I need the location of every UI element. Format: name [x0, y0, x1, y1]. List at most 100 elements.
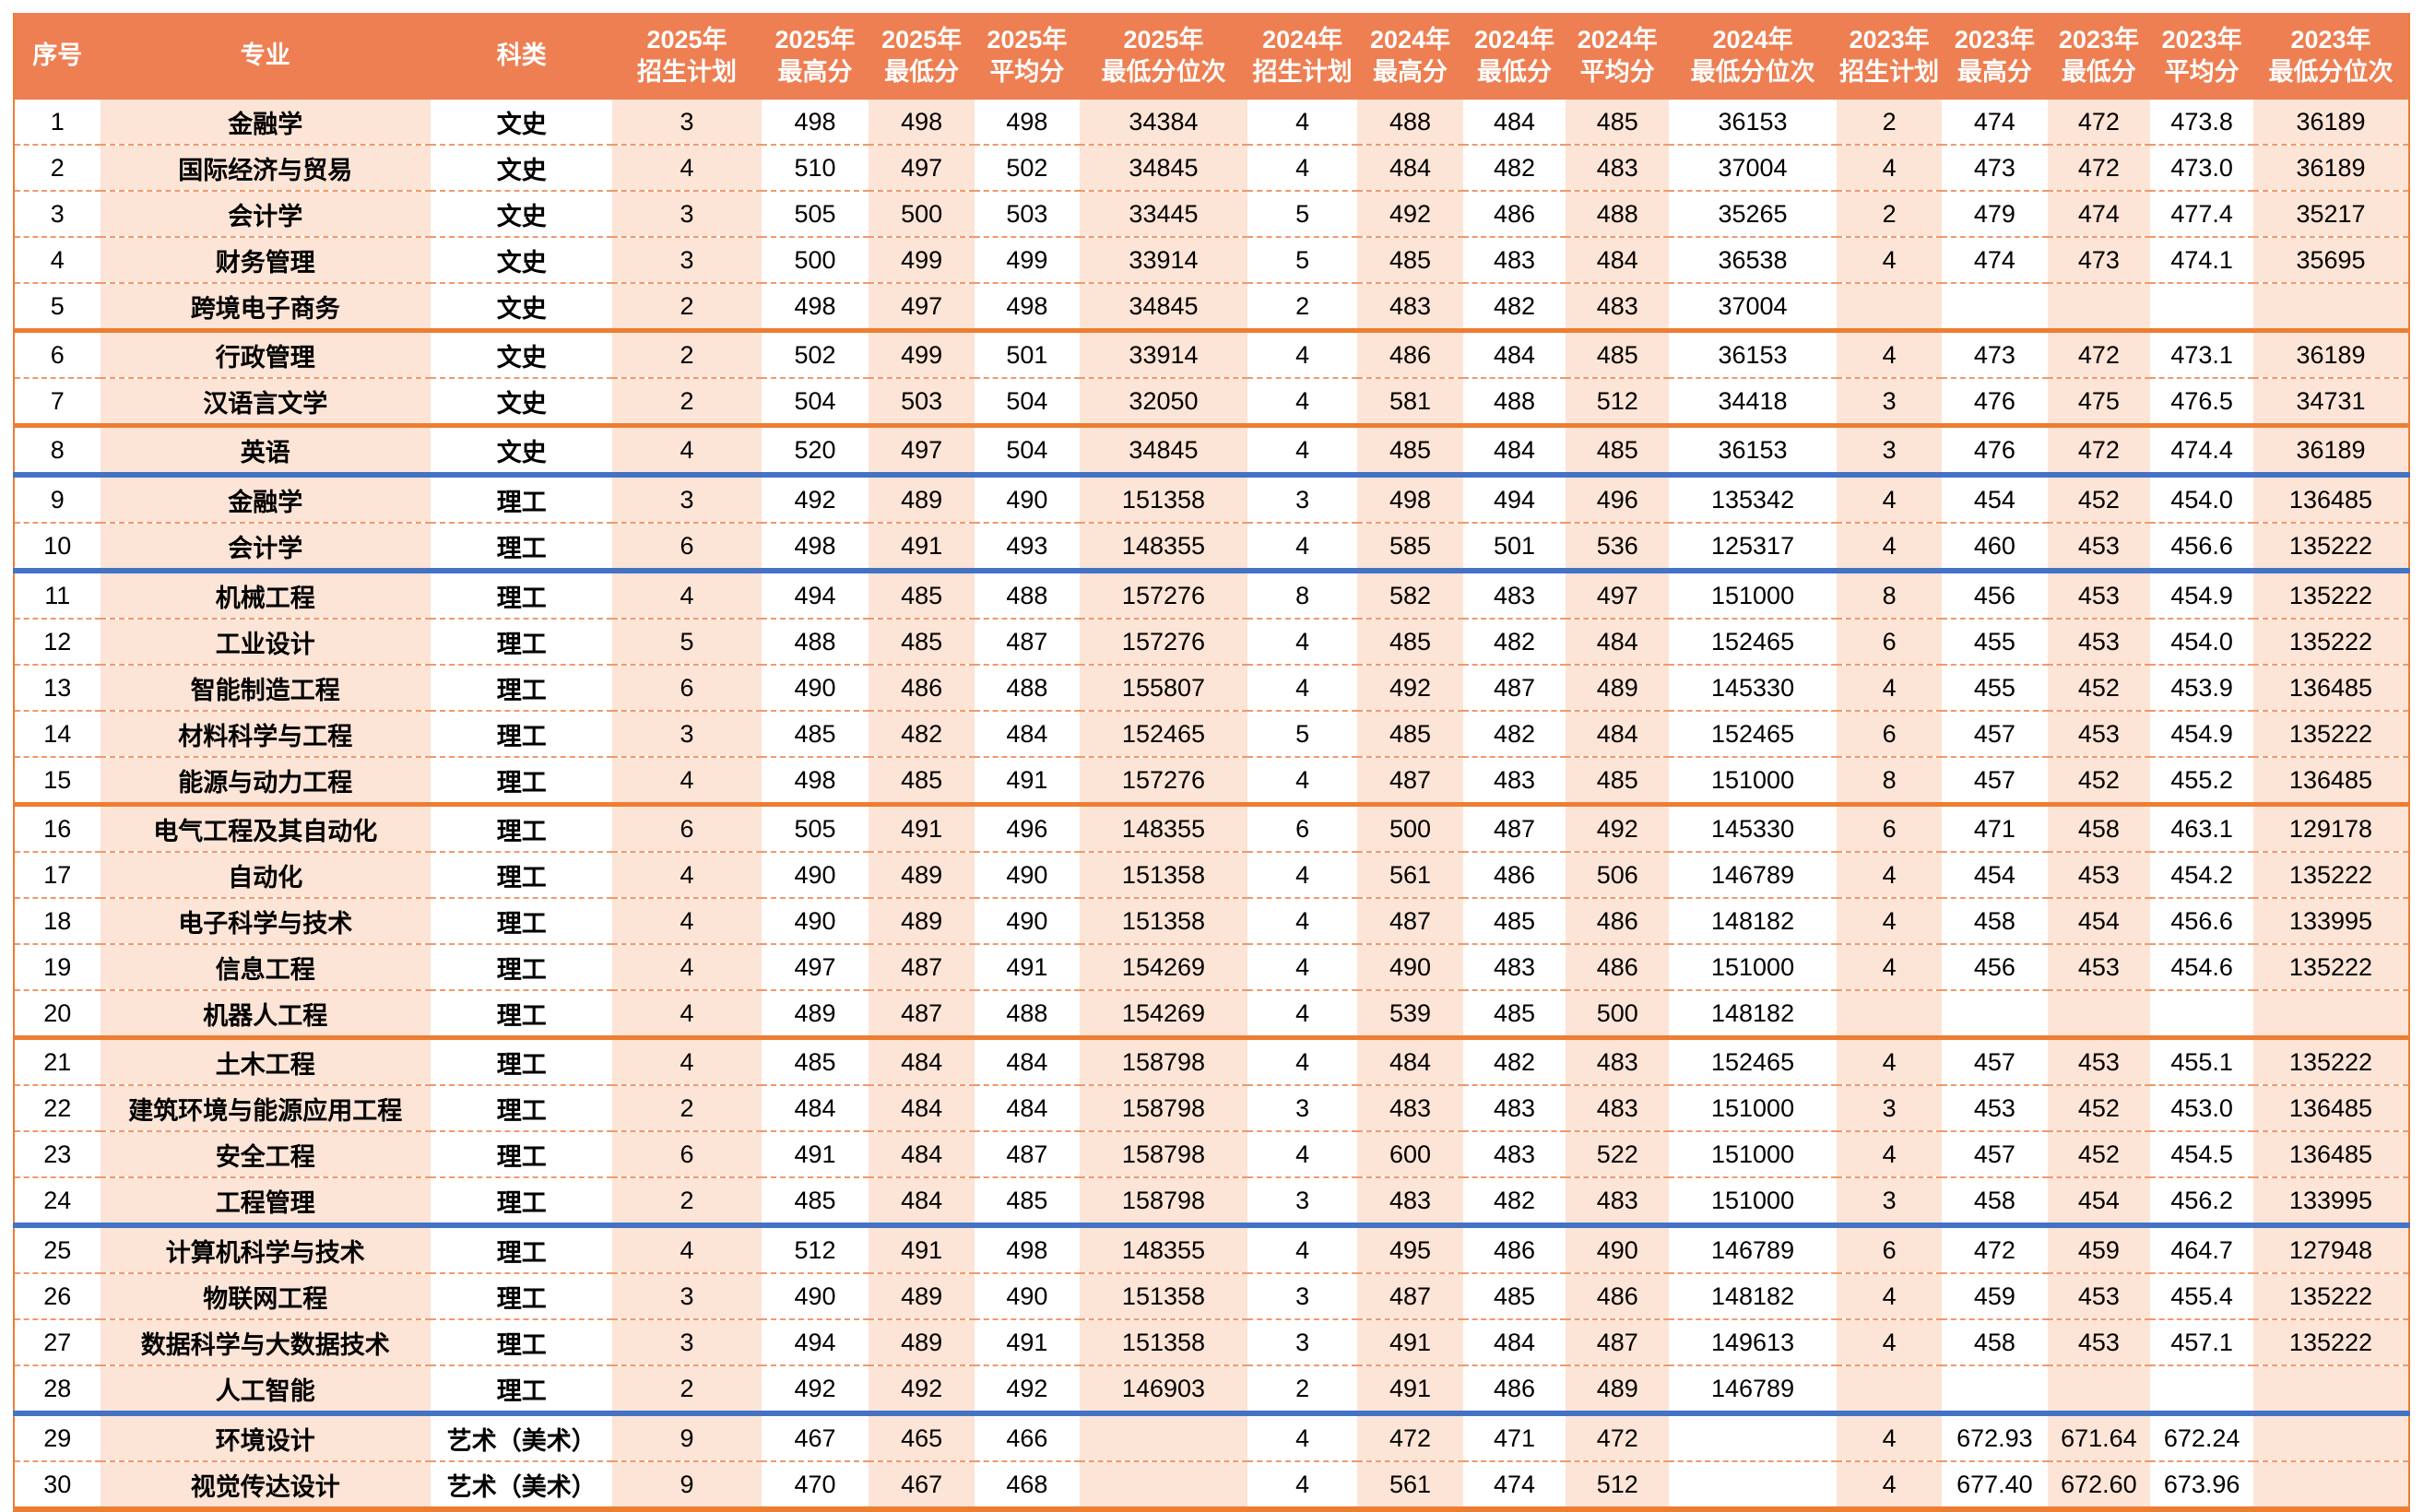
plan-2023-cell: 4: [1836, 237, 1943, 284]
column-header-min-2024: 2024年 最低分: [1462, 13, 1566, 100]
plan-2023-cell: 8: [1836, 757, 1943, 807]
min-2023-cell: 453: [2047, 944, 2151, 991]
min-2025-cell: 497: [869, 425, 975, 478]
index-cell: 10: [14, 523, 100, 573]
avg-2025-cell: 484: [974, 1085, 1081, 1132]
plan-2023-cell: 3: [1836, 1177, 1943, 1228]
max-2024-cell: 561: [1357, 1461, 1463, 1509]
category-cell: 艺术（美术）: [431, 1413, 613, 1462]
min-2025-cell: 485: [869, 571, 975, 620]
category-cell: 理工: [431, 852, 613, 899]
max-2023-cell: 457: [1942, 757, 2048, 807]
table-row-16: 16 电气工程及其自动化 理工 6 505 491 496 148355 6 500 487 492 1…: [14, 804, 2409, 853]
max-2025-cell: 491: [761, 1131, 869, 1178]
rank-2025-cell: 33914: [1080, 330, 1247, 379]
plan-2024-cell: 3: [1247, 1177, 1358, 1228]
max-2023-cell: 453: [1942, 1085, 2048, 1132]
max-2023-cell: [1942, 283, 2048, 333]
max-2025-cell: 510: [761, 145, 869, 192]
min-2023-cell: 459: [2047, 1225, 2151, 1274]
plan-2025-cell: 3: [612, 1319, 762, 1366]
avg-2023-cell: 463.1: [2150, 804, 2253, 853]
category-cell: 文史: [431, 425, 613, 478]
rank-2025-cell: 158798: [1080, 1037, 1247, 1086]
rank-2023-cell: 135222: [2252, 619, 2409, 666]
avg-2025-cell: 487: [974, 619, 1081, 666]
max-2025-cell: 490: [761, 898, 869, 945]
plan-2023-cell: 4: [1836, 1273, 1943, 1320]
rank-2023-cell: 133995: [2252, 1177, 2409, 1228]
index-cell: 22: [14, 1085, 100, 1132]
max-2024-cell: 495: [1357, 1225, 1463, 1274]
avg-2024-cell: 485: [1566, 757, 1670, 807]
plan-2023-cell: 4: [1836, 523, 1943, 573]
avg-2025-cell: 498: [974, 283, 1081, 333]
min-2024-cell: 483: [1462, 237, 1566, 284]
avg-2023-cell: [2150, 283, 2253, 333]
min-2025-cell: 499: [869, 237, 975, 284]
min-2025-cell: 489: [869, 1319, 975, 1366]
plan-2024-cell: 4: [1247, 852, 1358, 899]
min-2024-cell: 483: [1462, 1085, 1566, 1132]
table-body: 1 金融学 文史 3 498 498 498 34384 4 488 484 485 36153 2 474…: [14, 100, 2409, 1509]
min-2024-cell: 485: [1462, 990, 1566, 1040]
avg-2023-cell: 473.1: [2150, 330, 2253, 379]
max-2023-cell: 677.40: [1956, 1470, 2033, 1498]
min-2024-cell: 494: [1462, 475, 1566, 524]
category-cell: 理工: [431, 1225, 613, 1274]
max-2024-cell: 490: [1357, 944, 1463, 991]
index-cell: 26: [14, 1273, 100, 1320]
plan-2023-cell: 3: [1836, 1085, 1943, 1132]
major-cell: 电气工程及其自动化: [100, 804, 431, 853]
category-cell: 理工: [431, 1273, 613, 1320]
plan-2025-cell: 4: [612, 757, 762, 807]
major-cell: 工程管理: [100, 1177, 431, 1228]
plan-2024-cell: 3: [1247, 1085, 1358, 1132]
plan-2023-cell: 3: [1836, 378, 1943, 428]
rank-2025-cell: 34845: [1080, 283, 1247, 333]
min-2025-cell: 500: [869, 191, 975, 238]
rank-2025-cell: 148355: [1080, 1225, 1247, 1274]
min-2023-cell: [2047, 1365, 2151, 1416]
max-2024-cell: 487: [1357, 757, 1463, 807]
avg-2024-cell: 486: [1566, 944, 1670, 991]
column-header-rank-2025: 2025年 最低分位次: [1080, 13, 1247, 100]
rank-2023-cell: 136485: [2252, 665, 2409, 712]
plan-2023-cell: 6: [1836, 1225, 1943, 1274]
avg-2023-cell: 454.0: [2150, 475, 2253, 524]
max-2025-cell: 498: [761, 757, 869, 807]
major-cell: 工业设计: [100, 619, 431, 666]
min-2024-cell: 486: [1462, 191, 1566, 238]
min-2025-cell: 484: [869, 1037, 975, 1086]
rank-2023-cell: 127948: [2252, 1225, 2409, 1274]
avg-2024-cell: 500: [1566, 990, 1670, 1040]
avg-2024-cell: 472: [1566, 1413, 1670, 1462]
plan-2024-cell: 4: [1247, 100, 1358, 146]
plan-2023-cell: 6: [1836, 804, 1943, 853]
max-2025-cell: 504: [761, 378, 869, 428]
category-cell: 理工: [431, 804, 613, 853]
plan-2025-cell: 3: [612, 191, 762, 238]
rank-2024-cell: 152465: [1669, 1037, 1837, 1086]
plan-2024-cell: 4: [1247, 378, 1358, 428]
rank-2025-cell: 152465: [1080, 711, 1247, 758]
index-cell: 8: [14, 425, 100, 478]
avg-2023-cell: 456.2: [2150, 1177, 2253, 1228]
plan-2023-cell: [1836, 283, 1943, 333]
major-cell: 智能制造工程: [100, 665, 431, 712]
column-header-min-2023: 2023年 最低分: [2047, 13, 2151, 100]
column-header-index: 序号: [14, 13, 100, 100]
min-2025-cell: 465: [869, 1413, 975, 1462]
column-header-plan-2025: 2025年 招生计划: [612, 13, 762, 100]
index-cell: 19: [14, 944, 100, 991]
category-cell: 理工: [431, 1365, 613, 1416]
major-cell: 汉语言文学: [100, 378, 431, 428]
max-2025-cell: 485: [761, 1177, 869, 1228]
avg-2025-cell: 488: [974, 665, 1081, 712]
max-2024-cell: 485: [1357, 237, 1463, 284]
major-cell: 金融学: [100, 100, 431, 146]
min-2023-cell: 453: [2047, 523, 2151, 573]
avg-2024-cell: 536: [1566, 523, 1670, 573]
min-2023-cell: 473: [2047, 237, 2151, 284]
